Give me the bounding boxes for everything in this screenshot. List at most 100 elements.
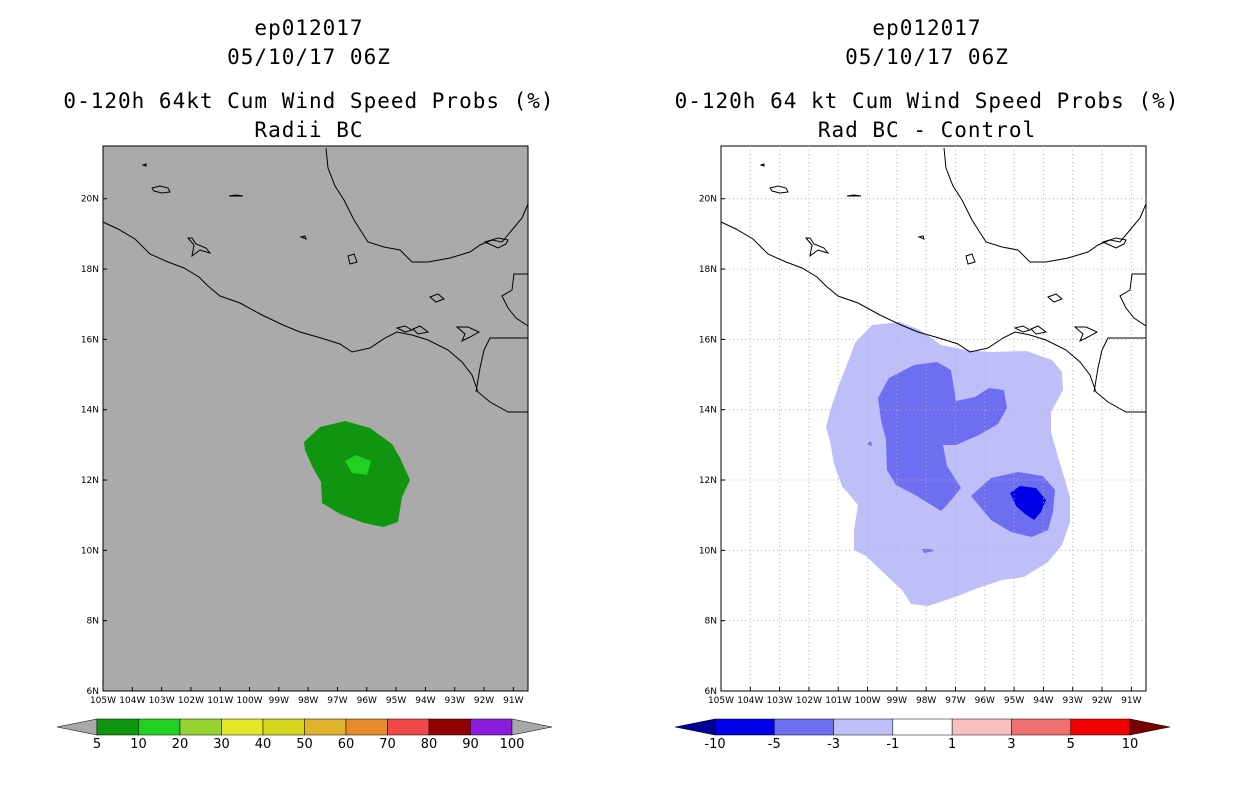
x-tick-label: 95W: [1004, 696, 1024, 706]
x-tick-label: 99W: [269, 696, 289, 706]
coastline-segment: [769, 185, 789, 194]
y-tick-label: 12N: [81, 476, 99, 486]
x-tick-label: 96W: [357, 696, 377, 706]
colorbar-swatch: [1011, 718, 1071, 736]
colorbar-low-triangle: [56, 718, 98, 736]
y-tick-label: 12N: [699, 476, 717, 486]
y-tick-label: 14N: [699, 406, 717, 416]
y-tick-label: 8N: [705, 617, 717, 627]
coastline-segment: [475, 337, 528, 393]
right-contour-minus5-minus3-a: [878, 362, 1007, 511]
colorbar-swatch: [1070, 718, 1131, 736]
colorbar-label: -5: [768, 737, 781, 752]
colorbar-label: 40: [255, 737, 272, 752]
x-tick-label: 93W: [445, 696, 465, 706]
coastline-segment: [804, 237, 830, 258]
coastline-segment: [412, 325, 430, 335]
coastline-segment: [1101, 237, 1127, 249]
right-contour-minus10-minus5: [1010, 486, 1046, 520]
y-tick-label: 16N: [699, 335, 717, 345]
y-tick-label: 6N: [87, 687, 99, 697]
colorbar-swatch: [138, 718, 181, 736]
colorbar-swatch: [428, 718, 471, 736]
coastline-segment: [395, 325, 414, 333]
right-storm-id: ep012017: [872, 16, 982, 40]
colorbar-swatch: [470, 718, 513, 736]
x-tick-label: 102W: [178, 696, 204, 706]
coastline-segment: [429, 293, 445, 303]
coastline-segment: [846, 194, 862, 197]
x-tick-label: 105W: [708, 696, 734, 706]
x-tick-label: 99W: [887, 696, 907, 706]
x-tick-label: 91W: [503, 696, 523, 706]
colorbar-high-triangle: [511, 718, 553, 736]
colorbar-label: 1: [948, 737, 956, 752]
coastline-segment: [141, 163, 147, 167]
colorbar-label: 3: [1007, 737, 1015, 752]
coastline-segment: [720, 221, 1146, 413]
left-datetime: 05/10/17 06Z: [227, 45, 391, 69]
x-tick-label: 92W: [1092, 696, 1112, 706]
coastline-segment: [455, 326, 481, 343]
left-map-svg: 105W 104W 103W 102W 101W 100W 99W 98W 97W 96W 95W 9…: [56, 145, 553, 752]
x-tick-label: 101W: [825, 696, 851, 706]
colorbar-label: 10: [1122, 737, 1139, 752]
coastline-segment: [347, 253, 358, 265]
colorbar-swatch: [96, 718, 139, 736]
x-tick-label: 94W: [1033, 696, 1053, 706]
x-tick-label: 103W: [767, 696, 793, 706]
right-coastline: [720, 147, 1147, 413]
x-tick-label: 93W: [1063, 696, 1083, 706]
coastline-segment: [759, 163, 765, 167]
colorbar-label: -3: [827, 737, 840, 752]
left-contour-10-20: [345, 455, 371, 475]
right-grid: [721, 146, 1146, 691]
colorbar-swatch: [221, 718, 264, 736]
coastline-segment: [228, 194, 244, 197]
x-tick-label: 97W: [327, 696, 347, 706]
colorbar-swatch: [345, 718, 388, 736]
coastline-segment: [1013, 325, 1032, 333]
x-tick-label: 96W: [975, 696, 995, 706]
colorbar-label: 10: [130, 737, 147, 752]
x-tick-label: 95W: [386, 696, 406, 706]
coastline-segment: [1093, 337, 1146, 393]
coastline-segment: [1030, 325, 1048, 335]
coastline-segment: [501, 273, 529, 327]
coastline-segment: [186, 237, 212, 258]
coastline-segment: [299, 235, 307, 240]
x-tick-label: 98W: [298, 696, 318, 706]
colorbar-swatch: [179, 718, 222, 736]
y-tick-label: 14N: [81, 406, 99, 416]
y-tick-label: 20N: [699, 195, 717, 205]
colorbar-high-triangle: [1129, 718, 1171, 736]
right-title: 0-120h 64 kt Cum Wind Speed Probs (%): [674, 89, 1180, 113]
x-tick-label: 100W: [237, 696, 263, 706]
x-tick-label: 105W: [90, 696, 116, 706]
right-subtitle: Rad BC - Control: [817, 118, 1037, 142]
right-datetime: 05/10/17 06Z: [845, 45, 1009, 69]
left-coastline: [102, 147, 529, 413]
left-map-frame: [102, 145, 529, 692]
y-tick-label: 18N: [699, 265, 717, 275]
colorbar-swatch: [892, 718, 953, 736]
left-title: 0-120h 64kt Cum Wind Speed Probs (%): [63, 89, 555, 113]
y-tick-label: 20N: [81, 195, 99, 205]
left-colorbar: 5 10 20 30 40 50 60 70 80 90 100: [56, 718, 553, 752]
x-tick-label: 97W: [945, 696, 965, 706]
coastline-segment: [151, 185, 171, 194]
left-map-panel: ep012017 05/10/17 06Z 0-120h 64kt Cum Wi…: [56, 16, 555, 752]
left-y-tick-labels: 6N 8N 10N 12N 14N 16N 18N 20N: [81, 195, 107, 697]
colorbar-swatch: [951, 718, 1012, 736]
right-small-blob-a: [867, 441, 872, 446]
right-map-panel: ep012017 05/10/17 06Z 0-120h 64 kt Cum W…: [618, 0, 1236, 800]
x-tick-label: 103W: [149, 696, 175, 706]
coastline-segment: [965, 253, 976, 265]
colorbar-label: 70: [379, 737, 396, 752]
coastline-segment: [1073, 326, 1099, 343]
coastline-segment: [1119, 273, 1147, 327]
coastline-segment: [483, 237, 509, 249]
y-tick-label: 10N: [699, 546, 717, 556]
x-tick-label: 98W: [916, 696, 936, 706]
right-x-tick-labels: 105W 104W 103W 102W 101W 100W 99W 98W 97W 96W 95W 9…: [708, 687, 1142, 706]
